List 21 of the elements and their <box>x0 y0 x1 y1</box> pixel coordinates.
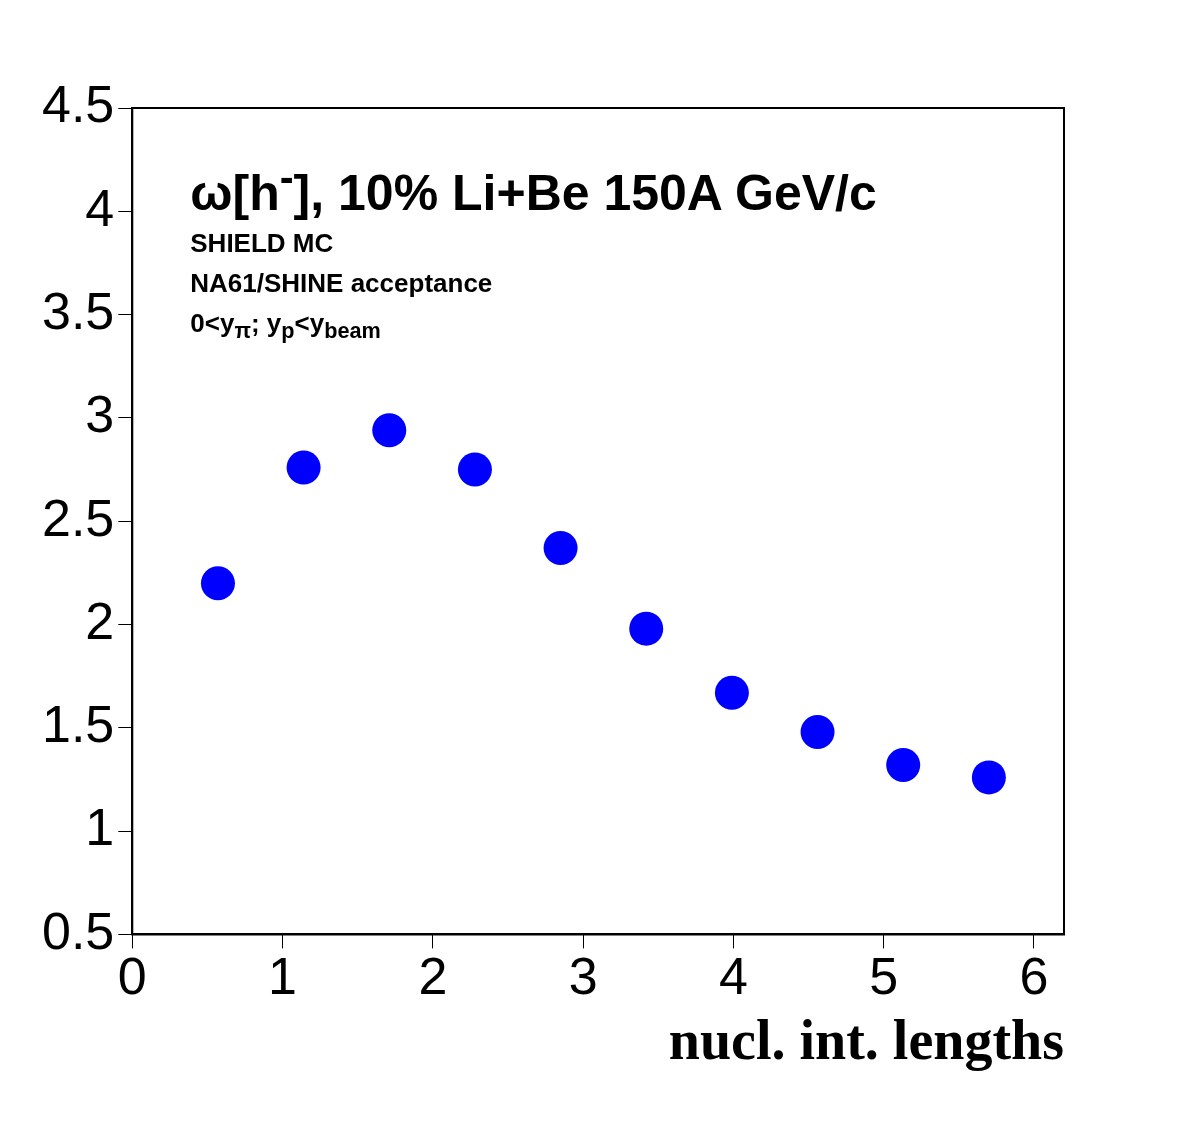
y-tick-label: 4 <box>85 178 115 237</box>
y-tick-label: 1.5 <box>41 695 115 754</box>
y-tick-label: 3 <box>85 385 115 444</box>
x-tick-label: 0 <box>117 946 147 1005</box>
annotation: NA61/SHINE acceptance <box>190 266 494 300</box>
x-axis-title: nucl. int. lengths <box>668 1008 1064 1071</box>
x-tick-label: 5 <box>869 946 899 1005</box>
x-tick-label: 6 <box>1019 946 1049 1005</box>
y-tick-label: 3.5 <box>41 281 115 340</box>
text: ω[h$^{-}$], 10% Li+Be 150A GeV/c <box>190 153 877 223</box>
y-tick-label: 0.5 <box>41 901 115 960</box>
x-tick-label: 4 <box>718 946 748 1005</box>
x-tick-label: 2 <box>418 946 448 1005</box>
y-tick-label: 4.5 <box>41 75 115 134</box>
y-tick-label: 2 <box>85 591 115 650</box>
y-tick-label: 2.5 <box>41 488 115 547</box>
x-tick-label: 3 <box>568 946 598 1005</box>
y-tick-label: 1 <box>85 798 115 857</box>
x-tick-label: 1 <box>268 946 298 1005</box>
annotation: 0<y$_{π}$; y$_{p}$<y$_{beam}$ <box>190 306 382 345</box>
annotation: SHIELD MC <box>190 226 335 260</box>
